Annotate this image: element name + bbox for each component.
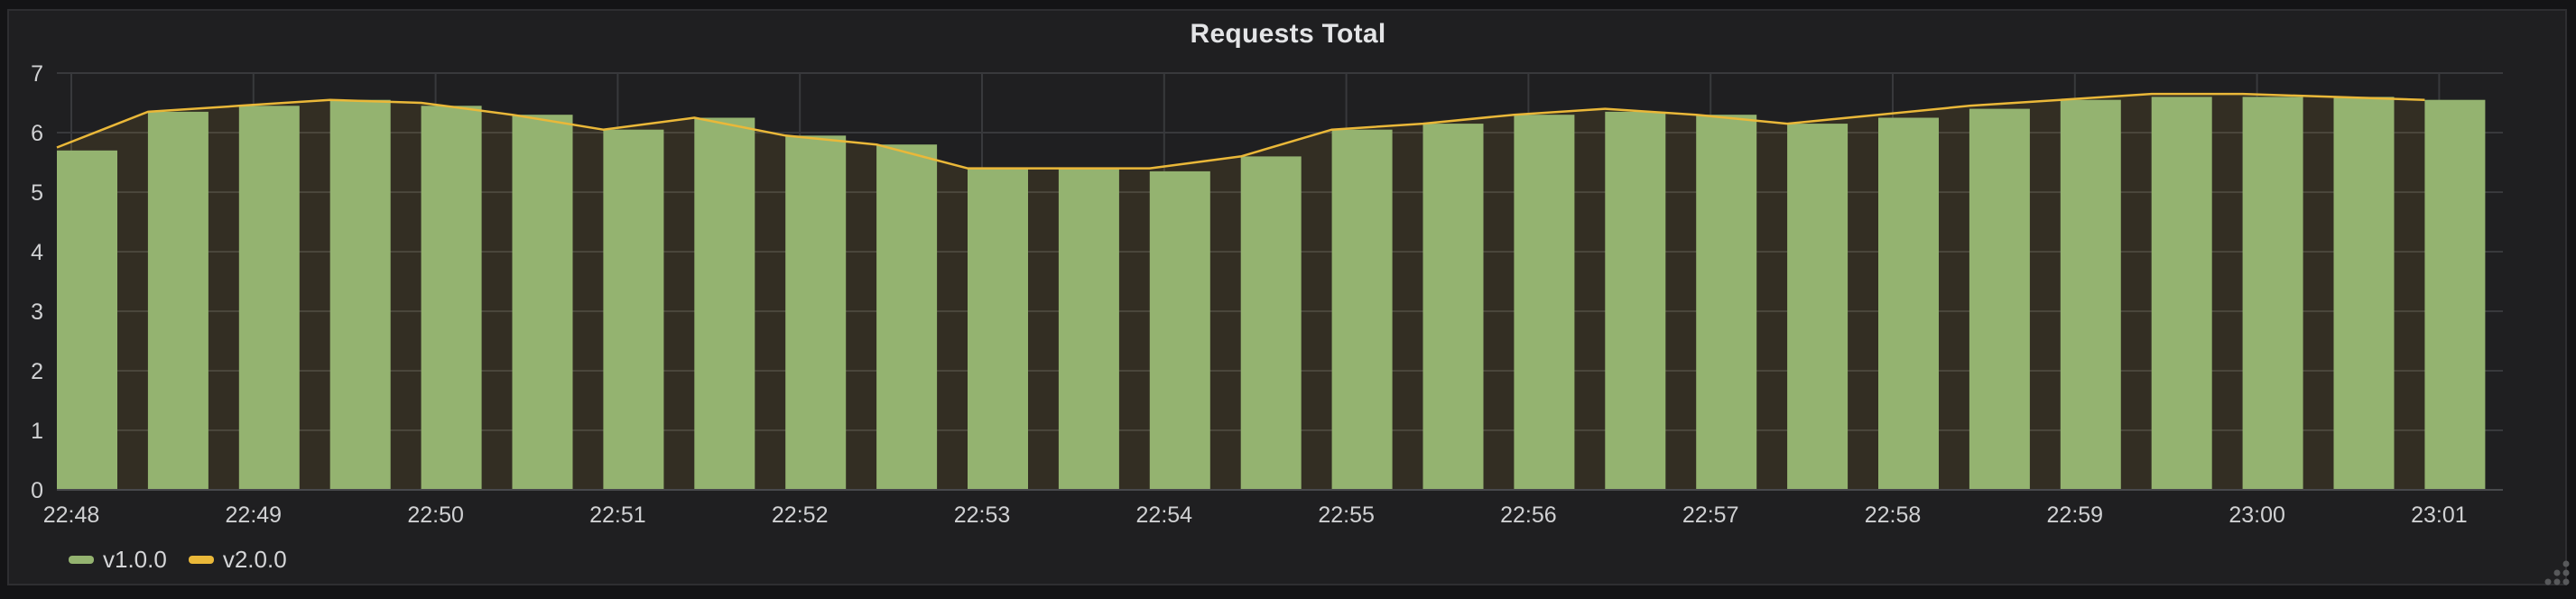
- legend-label-v1: v1.0.0: [103, 545, 167, 573]
- svg-text:22:59: 22:59: [2047, 502, 2104, 528]
- svg-text:7: 7: [31, 61, 43, 87]
- svg-text:23:01: 23:01: [2411, 502, 2468, 528]
- svg-text:22:55: 22:55: [1318, 502, 1375, 528]
- legend-item-v1[interactable]: v1.0.0: [69, 546, 167, 574]
- legend: v1.0.0 v2.0.0: [69, 545, 287, 574]
- legend-swatch-yellow-icon: [188, 555, 214, 564]
- svg-text:5: 5: [31, 180, 43, 206]
- legend-item-v2[interactable]: v2.0.0: [188, 545, 287, 574]
- svg-text:22:50: 22:50: [407, 502, 464, 528]
- svg-text:3: 3: [31, 300, 43, 325]
- panel-resize-handle-icon[interactable]: [2536, 554, 2571, 588]
- v1-bars: [57, 97, 2486, 491]
- svg-text:0: 0: [31, 478, 43, 503]
- svg-text:23:00: 23:00: [2229, 502, 2285, 528]
- svg-text:6: 6: [31, 121, 43, 146]
- svg-text:22:52: 22:52: [772, 502, 829, 528]
- svg-text:22:53: 22:53: [954, 502, 1011, 528]
- svg-text:22:48: 22:48: [43, 502, 100, 528]
- svg-text:2: 2: [31, 359, 43, 384]
- svg-text:22:49: 22:49: [226, 502, 283, 528]
- legend-label-v2: v2.0.0: [222, 545, 287, 573]
- v2-line: [56, 92, 2425, 170]
- svg-text:22:54: 22:54: [1136, 502, 1193, 528]
- svg-text:22:58: 22:58: [1865, 502, 1922, 528]
- y-axis-labels: 0 1 2 3 4 5 6 7: [31, 61, 43, 503]
- svg-text:4: 4: [31, 240, 43, 265]
- svg-text:1: 1: [31, 419, 43, 444]
- x-axis-labels: 22:48 22:49 22:50 22:51 22:52 22:53 22:54 22:55…: [43, 502, 2468, 528]
- svg-text:22:51: 22:51: [589, 502, 646, 528]
- panel-title[interactable]: Requests Total: [1190, 19, 1386, 49]
- svg-text:22:56: 22:56: [1500, 502, 1557, 528]
- legend-swatch-green-icon: [69, 555, 94, 564]
- svg-text:22:57: 22:57: [1682, 502, 1739, 528]
